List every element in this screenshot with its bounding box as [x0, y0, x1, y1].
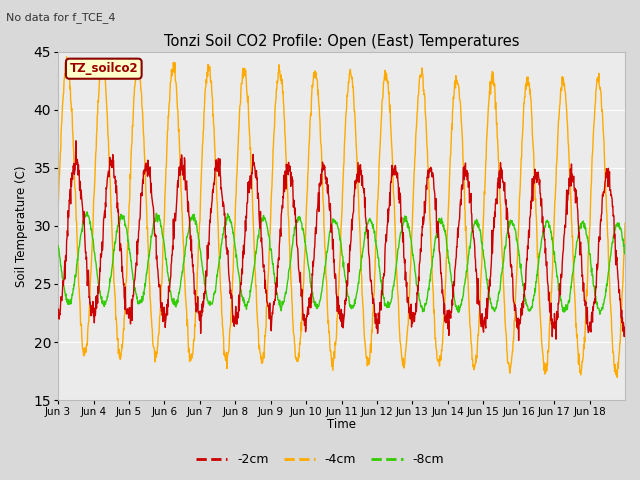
X-axis label: Time: Time [327, 419, 356, 432]
Y-axis label: Soil Temperature (C): Soil Temperature (C) [15, 165, 28, 287]
Text: No data for f_TCE_4: No data for f_TCE_4 [6, 12, 116, 23]
Legend: -2cm, -4cm, -8cm: -2cm, -4cm, -8cm [191, 448, 449, 471]
Title: Tonzi Soil CO2 Profile: Open (East) Temperatures: Tonzi Soil CO2 Profile: Open (East) Temp… [164, 34, 519, 49]
Text: TZ_soilco2: TZ_soilco2 [70, 62, 138, 75]
